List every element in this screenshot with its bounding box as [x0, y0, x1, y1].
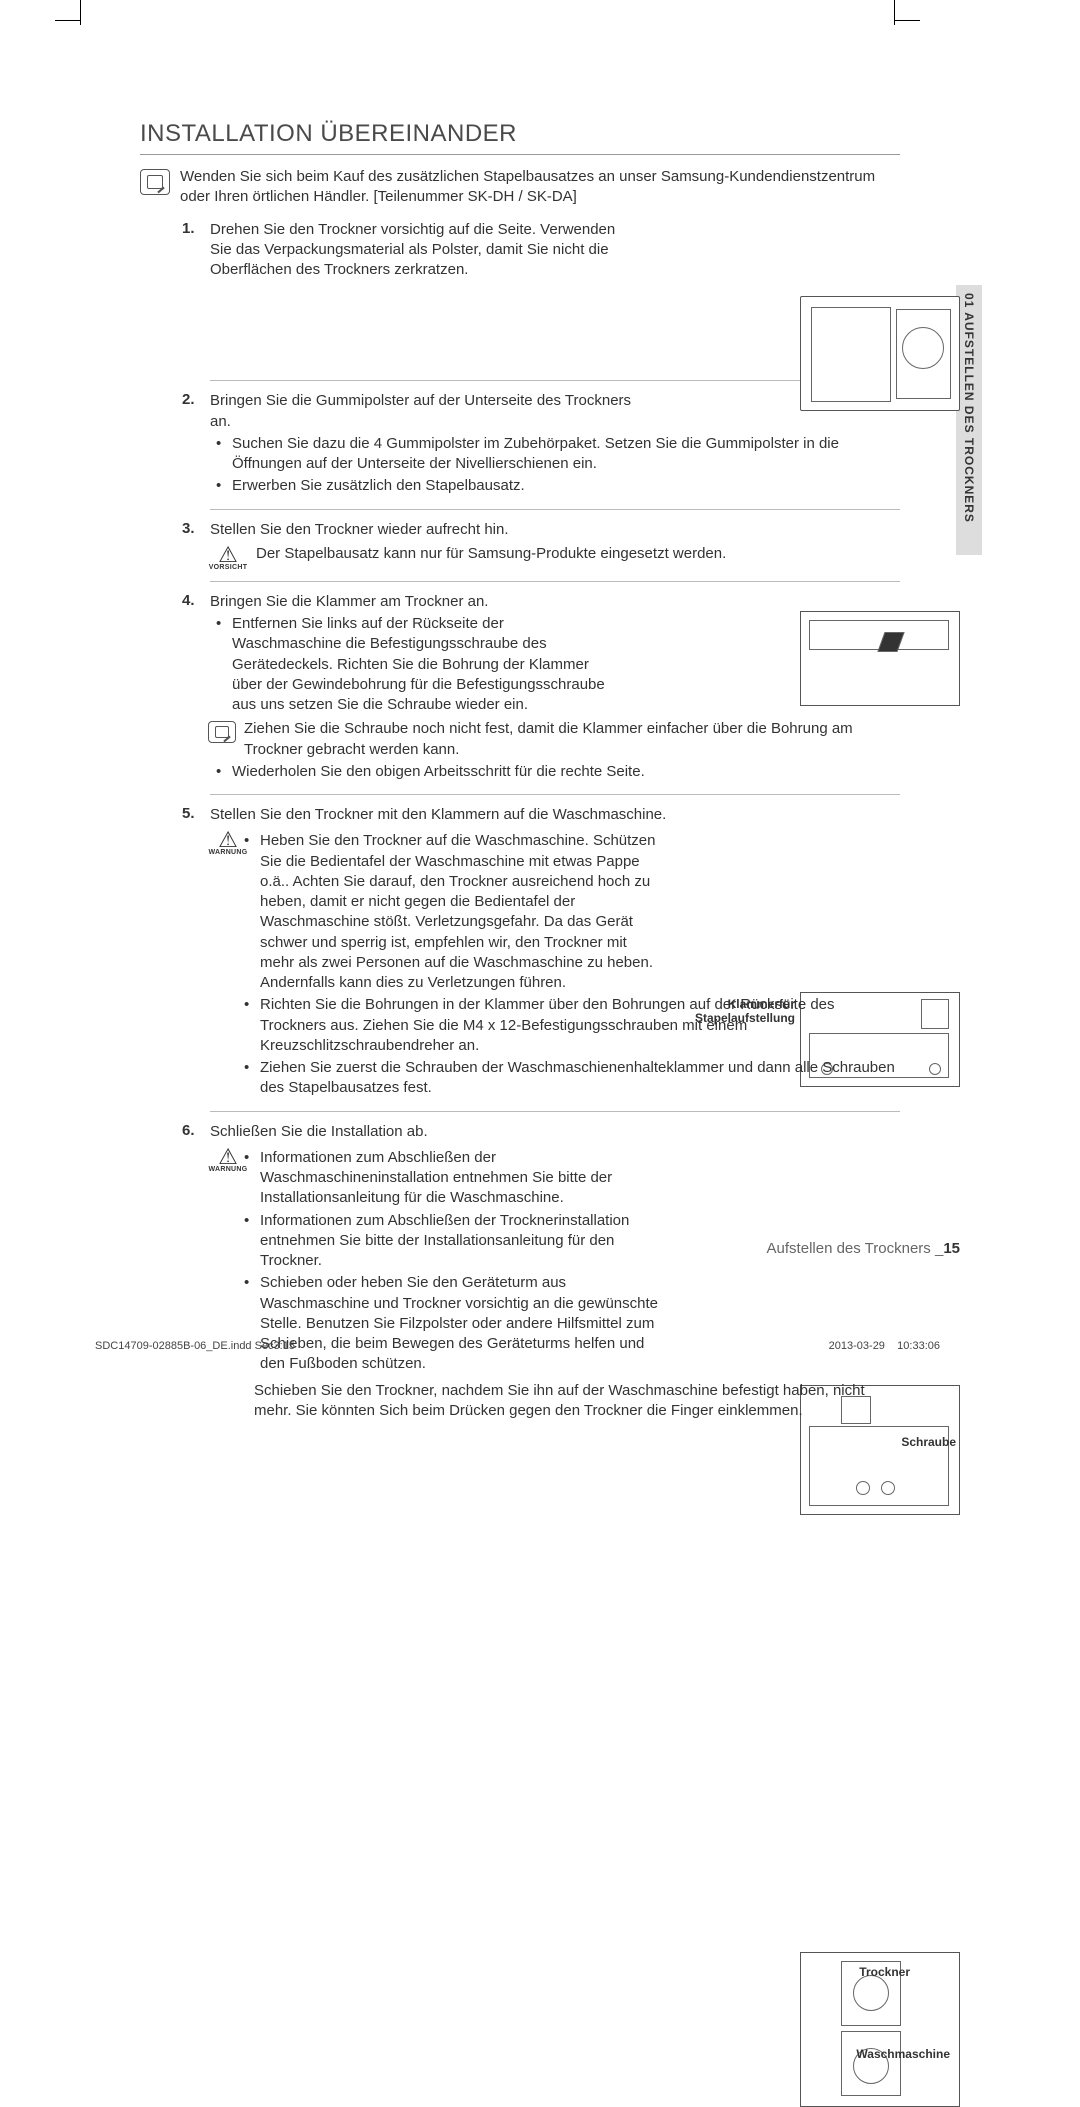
footer-page-number: 15 — [943, 1240, 960, 1257]
step-4: 4. Bringen Sie die Klammer am Trockner a… — [210, 592, 900, 795]
print-file: SDC14709-02885B-06_DE.indd Sec3:15 — [95, 1340, 295, 1352]
step-text: Drehen Sie den Trockner vorsichtig auf d… — [210, 220, 640, 281]
warning-label: WARNUNG — [208, 849, 247, 856]
step-text: Schließen Sie die Installation ab. — [210, 1122, 640, 1142]
step-6: 6. Schließen Sie die Installation ab. ⚠ … — [210, 1122, 900, 1432]
step-text: Bringen Sie die Gummipolster auf der Unt… — [210, 391, 640, 432]
print-time: 10:33:06 — [897, 1340, 940, 1352]
warning-label: WARNUNG — [208, 1166, 247, 1173]
caution-text: Der Stapelbausatz kann nur für Samsung-P… — [256, 544, 726, 564]
step-number: 6. — [182, 1122, 195, 1139]
bullet: Erwerben Sie zusätzlich den Stapelbausat… — [232, 476, 900, 496]
crop-mark — [80, 0, 81, 25]
step-text: Bringen Sie die Klammer am Trockner an. — [210, 592, 640, 612]
intro-text: Wenden Sie sich beim Kauf des zusätzlich… — [180, 167, 900, 208]
footer-section: Aufstellen des Trockners _ — [767, 1240, 944, 1257]
bullet: Informationen zum Abschließen der Waschm… — [260, 1148, 660, 1209]
step-text: Stellen Sie den Trockner mit den Klammer… — [210, 805, 810, 825]
print-date: 2013-03-29 — [829, 1340, 885, 1352]
crop-mark — [55, 20, 80, 21]
label-washer: Waschmaschine — [856, 2047, 950, 2061]
warning-icon: ⚠ WARNUNG — [208, 1146, 248, 1173]
step-5: 5. Stellen Sie den Trockner mit den Klam… — [210, 805, 900, 1112]
side-tab-text: 01 AUFSTELLEN DES TROCKNERS — [962, 293, 976, 523]
bullet: Ziehen Sie zuerst die Schrauben der Wasc… — [260, 1058, 900, 1099]
page-title: INSTALLATION ÜBEREINANDER — [140, 120, 900, 155]
step-2: 2. Bringen Sie die Gummipolster auf der … — [210, 391, 900, 509]
bullet: Heben Sie den Trockner auf die Waschmasc… — [260, 831, 660, 993]
warning-icon: ⚠ WARNUNG — [208, 829, 248, 856]
bullet: Wiederholen Sie den obigen Arbeitsschrit… — [232, 762, 900, 782]
caution-label: VORSICHT — [209, 564, 248, 571]
step-number: 2. — [182, 391, 195, 408]
bullet: Richten Sie die Bohrungen in der Klammer… — [260, 995, 900, 1056]
step-text: Stellen Sie den Trockner wieder aufrecht… — [210, 520, 640, 540]
step-number: 4. — [182, 592, 195, 609]
bullet: Entfernen Sie links auf der Rückseite de… — [232, 614, 612, 715]
step-number: 3. — [182, 520, 195, 537]
step-3: 3. Stellen Sie den Trockner wieder aufre… — [210, 520, 900, 582]
note-icon — [140, 169, 170, 195]
crop-mark — [895, 20, 920, 21]
bullet: Suchen Sie dazu die 4 Gummipolster im Zu… — [232, 434, 900, 475]
print-marks: SDC14709-02885B-06_DE.indd Sec3:15 2013-… — [95, 1340, 940, 1352]
bullet: Schieben oder heben Sie den Geräteturm a… — [260, 1273, 660, 1374]
page-footer: Aufstellen des Trockners _ 15 — [140, 1240, 960, 1257]
step-tail-text: Schieben Sie den Trockner, nachdem Sie i… — [254, 1381, 894, 1422]
label-dryer: Trockner — [859, 1965, 910, 1979]
note-icon — [208, 721, 236, 743]
note-text: Ziehen Sie die Schraube noch nicht fest,… — [244, 719, 900, 760]
step-number: 1. — [182, 220, 195, 237]
step-number: 5. — [182, 805, 195, 822]
step-1: 1. Drehen Sie den Trockner vorsichtig au… — [210, 220, 900, 382]
crop-mark — [894, 0, 895, 25]
label-screw: Schraube — [901, 1435, 956, 1449]
caution-icon: ⚠ VORSICHT — [208, 544, 248, 571]
